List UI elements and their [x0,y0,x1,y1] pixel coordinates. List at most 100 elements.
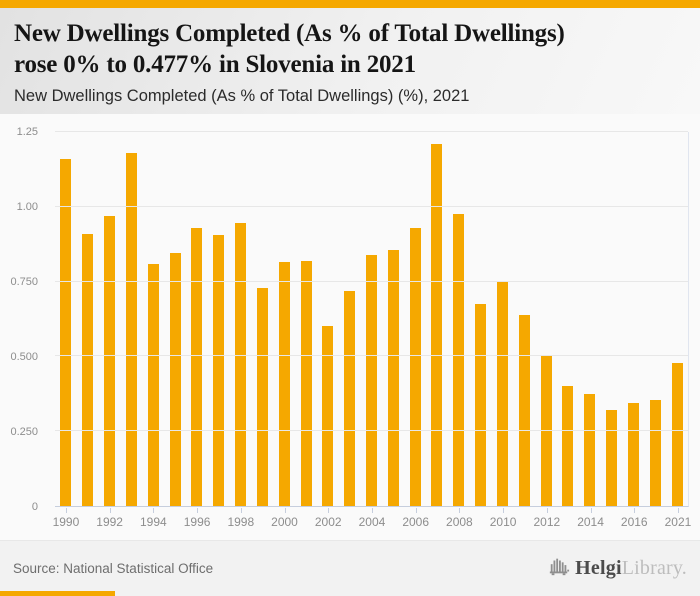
logo-text-suffix: . [681,557,687,579]
gridline-0.250 [55,430,688,432]
x-tick-mark [240,508,242,513]
bar-2017 [649,399,661,506]
y-tick-label: 1.00 [16,201,38,213]
x-tick-slot: 2012 [533,508,561,536]
helgilibrary-logo-icon [548,555,570,582]
x-tick-mark [546,508,548,513]
x-tick-label: 2004 [358,515,386,529]
x-tick-label: 2014 [577,515,604,529]
x-tick-label: 1998 [227,515,255,529]
bar-1994 [147,263,159,506]
x-tick-mark [415,508,417,513]
bar-2007 [431,143,443,506]
bar-slot [77,132,99,506]
plot-area [55,131,689,507]
x-tick-slot: 2021 [664,508,692,536]
gridline-0.500 [55,355,688,357]
bar-2013 [562,386,574,506]
x-tick-slot: 2016 [621,508,648,536]
bar-slot [601,132,623,506]
bars-row [55,132,688,506]
bar-slot [142,132,164,506]
bar-1997 [213,235,225,506]
x-tick-mark [677,508,679,513]
x-tick-label: 1994 [140,515,167,529]
bar-slot [535,132,557,506]
bar-slot [557,132,579,506]
bar-2000 [278,262,290,506]
bar-2011 [518,314,530,506]
title-line-1: New Dwellings Completed (As % of Total D… [14,20,565,47]
x-tick-label: 2008 [446,515,473,529]
x-tick-slot: 2002 [314,508,342,536]
y-tick-label: 0.750 [10,276,38,288]
title-line-2: rose 0% to 0.477% in Slovenia in 2021 [14,51,416,78]
bar-slot [164,132,186,506]
x-tick-mark [197,508,199,513]
x-tick-label: 2012 [533,515,561,529]
logo-text-helgi: Helgi [575,557,622,579]
bar-slot [339,132,361,506]
bar-2015 [606,410,618,506]
chart-subtitle: New Dwellings Completed (As % of Total D… [14,87,470,105]
bar-slot [295,132,317,506]
bar-slot [513,132,535,506]
x-tick-label: 1990 [52,515,80,529]
logo-text: HelgiLibrary. [575,557,687,580]
y-tick-label: 0 [31,501,38,513]
bar-2014 [584,393,596,506]
y-tick-label: 1.25 [16,126,38,138]
footer: Source: National Statistical Office Helg… [0,540,700,596]
bar-slot [448,132,470,506]
y-axis-labels: 0 0.250 0.500 0.750 1.00 1.25 [0,126,47,513]
x-tick-slot: 1998 [227,508,255,536]
bottom-accent-bar [0,591,115,596]
page-title: New Dwellings Completed (As % of Total D… [14,18,680,80]
x-tick-label: 1996 [183,515,211,529]
x-tick-slot: 1996 [183,508,211,536]
x-tick-label: 2002 [314,515,342,529]
x-tick-mark [503,508,505,513]
y-tick-label: 0.250 [10,426,38,438]
x-tick-slot: 1994 [140,508,167,536]
x-tick-label: 2010 [489,515,517,529]
helgilibrary-logo[interactable]: HelgiLibrary. [548,555,687,582]
chart-header: New Dwellings Completed (As % of Total D… [0,8,700,114]
bar-slot [644,132,666,506]
bar-slot [666,132,688,506]
x-tick-mark [590,508,592,513]
bar-1991 [82,233,94,506]
bar-slot [404,132,426,506]
bar-2008 [453,214,465,506]
bar-2006 [409,227,421,506]
bar-slot [623,132,645,506]
x-tick-mark [371,508,373,513]
x-tick-slot: 2010 [489,508,517,536]
xaxis-row: 1990 1992 1994 1996 1998 2000 2002 2004 2006 2008… [52,508,692,536]
bar-slot [99,132,121,506]
x-tick-label: 2021 [664,515,692,529]
bar-2016 [627,402,639,506]
bar-slot [273,132,295,506]
x-tick-label: 2000 [271,515,298,529]
bar-slot [492,132,514,506]
bar-1998 [235,223,247,506]
bar-slot [251,132,273,506]
bar-2002 [322,326,334,506]
x-tick-label: 2006 [402,515,430,529]
x-tick-label: 1992 [96,515,123,529]
x-tick-mark [459,508,461,513]
bar-slot [361,132,383,506]
bar-1992 [104,215,116,506]
bar-2010 [496,281,508,506]
bar-2003 [344,290,356,506]
bar-2021 [671,363,683,506]
top-accent-bar [0,0,700,8]
bar-slot [186,132,208,506]
logo-text-library: Library [621,557,682,579]
x-tick-mark [153,508,155,513]
bar-2009 [475,304,487,506]
bar-2001 [300,260,312,506]
y-tick-label: 0.500 [10,351,38,363]
x-tick-slot: 1992 [96,508,123,536]
